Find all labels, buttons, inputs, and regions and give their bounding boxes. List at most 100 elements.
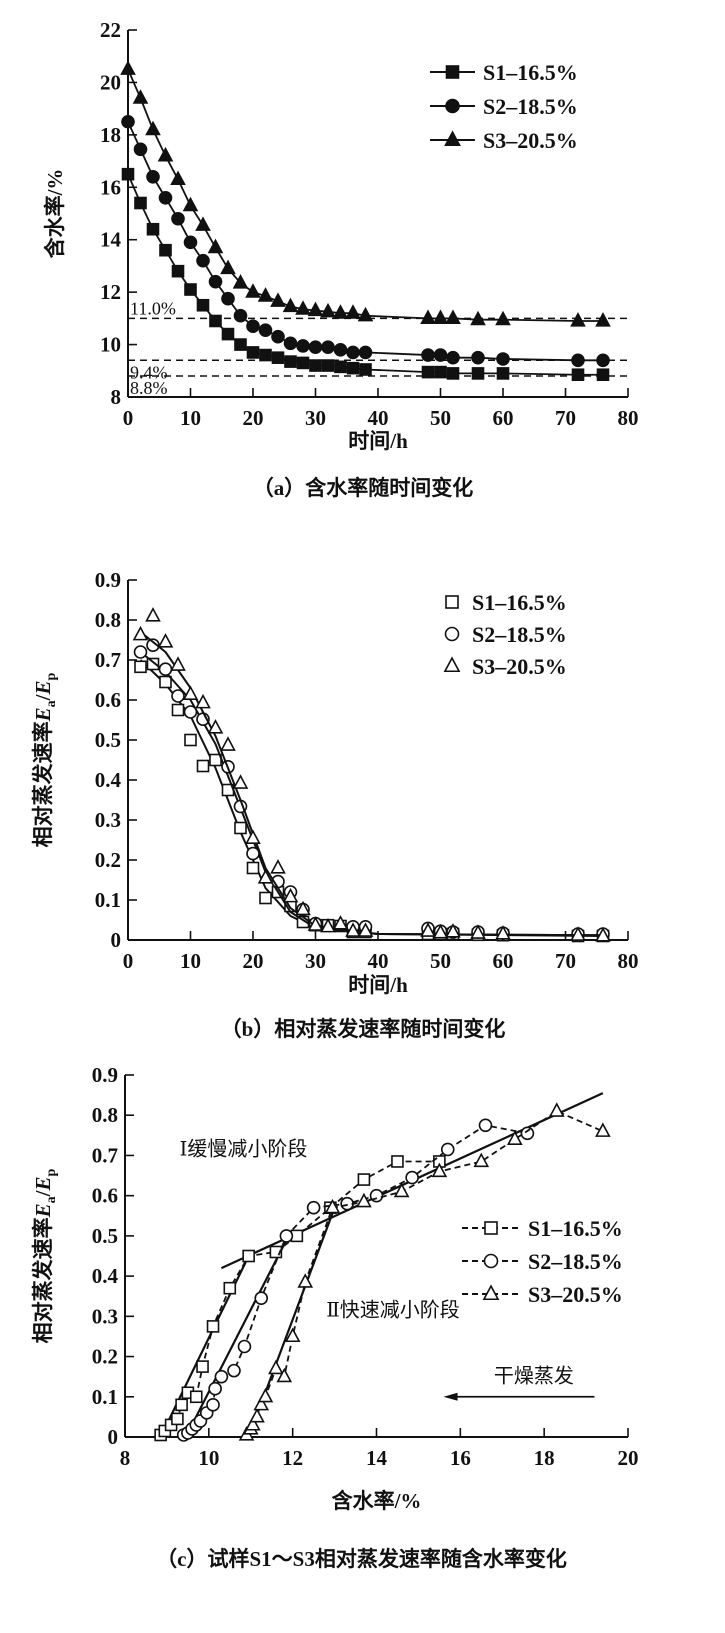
data-point: [345, 922, 361, 937]
data-point: [257, 869, 274, 884]
data-point: [340, 1196, 354, 1211]
y-tick-label: 0.9: [92, 1063, 118, 1087]
data-point: [259, 891, 272, 905]
y-tick-label: 0.3: [95, 808, 121, 832]
data-point: [206, 1320, 220, 1333]
y-tick-label: 18: [100, 123, 121, 147]
y-tick-label: 0.3: [92, 1304, 118, 1328]
y-tick-label: 14: [100, 228, 122, 252]
data-point: [184, 733, 197, 747]
data-point: [357, 1173, 371, 1186]
data-point: [182, 685, 199, 701]
data-point: [189, 1390, 203, 1404]
data-point: [478, 1118, 493, 1133]
data-point: [282, 297, 299, 313]
data-point: [357, 306, 374, 322]
x-axis-label: 时间/h: [348, 429, 408, 453]
data-point: [183, 235, 198, 250]
reference-line-label: 9.4%: [130, 362, 168, 382]
data-point: [307, 301, 324, 317]
data-point: [571, 353, 585, 368]
y-tick-label: 0.7: [92, 1143, 118, 1167]
x-tick-label: 70: [555, 949, 576, 973]
data-point: [233, 308, 248, 323]
data-point: [296, 339, 310, 353]
x-tick-label: 40: [368, 406, 389, 430]
data-point: [309, 359, 322, 372]
x-tick-label: 20: [618, 1446, 639, 1470]
data-point: [259, 348, 272, 362]
data-point: [157, 633, 174, 648]
data-point: [596, 353, 610, 368]
data-point: [296, 356, 310, 370]
y-tick-label: 0.2: [95, 848, 121, 872]
y-axis-label: 含水率/%: [43, 169, 67, 259]
y-tick-label: 0.8: [95, 608, 121, 632]
x-tick-label: 16: [450, 1446, 471, 1470]
y-tick-label: 12: [100, 280, 121, 304]
y-tick-label: 0.6: [92, 1184, 118, 1208]
data-point: [596, 368, 610, 382]
data-point: [393, 1182, 410, 1198]
data-point: [232, 274, 249, 289]
data-point: [308, 340, 323, 354]
data-point: [207, 719, 224, 734]
data-point: [431, 1162, 448, 1178]
x-axis-label: 含水率/%: [332, 1489, 422, 1513]
data-point: [171, 703, 185, 717]
data-point: [254, 1291, 269, 1306]
y-axis-label-slash: /: [31, 1189, 55, 1197]
y-tick-label: 8: [111, 385, 122, 409]
y-tick-label: 0.4: [92, 1264, 119, 1288]
y-axis-label-denominator-sub: p: [44, 672, 59, 680]
y-tick-label-zero: 0: [111, 928, 122, 952]
legend-marker: [482, 1284, 500, 1301]
fit-curve: [139, 651, 604, 937]
legend-label: S3–20.5%: [483, 128, 578, 153]
data-point: [346, 361, 360, 375]
x-tick-label: 18: [534, 1446, 555, 1470]
y-axis-label-text: 相对蒸发速率: [31, 721, 55, 847]
data-point: [237, 1339, 252, 1354]
data-point: [473, 1152, 490, 1168]
data-point: [440, 1142, 455, 1157]
data-point: [146, 657, 160, 671]
legend-marker: [484, 1221, 498, 1235]
data-point: [284, 355, 297, 368]
data-point: [223, 1281, 237, 1295]
chart-a: 0 10 20 30 40 50 60 70 80 8 10 12 14 16 18 20 22 时间/h （a）含…: [43, 18, 639, 500]
data-point: [246, 846, 260, 861]
x-tick-label: 10: [198, 1446, 219, 1470]
data-point: [320, 302, 336, 318]
series-s3: [132, 607, 611, 942]
data-point: [206, 1398, 220, 1412]
data-point: [295, 300, 311, 315]
legend-marker: [483, 1253, 499, 1269]
x-tick-label: 0: [123, 406, 134, 430]
data-point: [257, 1387, 274, 1403]
x-tick-label: 20: [243, 406, 264, 430]
y-axis-label-numerator-sub: a: [44, 700, 59, 707]
data-point: [170, 656, 186, 671]
data-point: [391, 1155, 404, 1168]
data-point: [345, 304, 361, 319]
caption: （b）相对蒸发速率随时间变化: [221, 1017, 506, 1041]
data-point: [246, 319, 260, 334]
y-axis-label-text: 相对蒸发速率: [31, 1217, 55, 1343]
y-tick-label: 0.4: [95, 768, 122, 792]
data-point: [595, 312, 611, 327]
series-s3: [238, 1102, 611, 1441]
x-tick-label: 50: [430, 406, 451, 430]
data-point: [246, 861, 260, 875]
data-point: [432, 309, 449, 324]
x-tick-label: 60: [493, 406, 514, 430]
data-point: [246, 346, 260, 359]
chart-b: 0 10 20 30 40 50 60 70 80 0.1 0.2 0.3 0.4 0.5 0.6 0.7 0.…: [31, 568, 639, 1041]
y-tick-label: 0.6: [95, 688, 121, 712]
data-point: [258, 323, 273, 337]
data-point: [207, 238, 224, 254]
data-point: [270, 859, 286, 874]
legend-label: S3–20.5%: [528, 1282, 623, 1307]
data-point: [270, 292, 286, 307]
data-point: [282, 887, 299, 903]
